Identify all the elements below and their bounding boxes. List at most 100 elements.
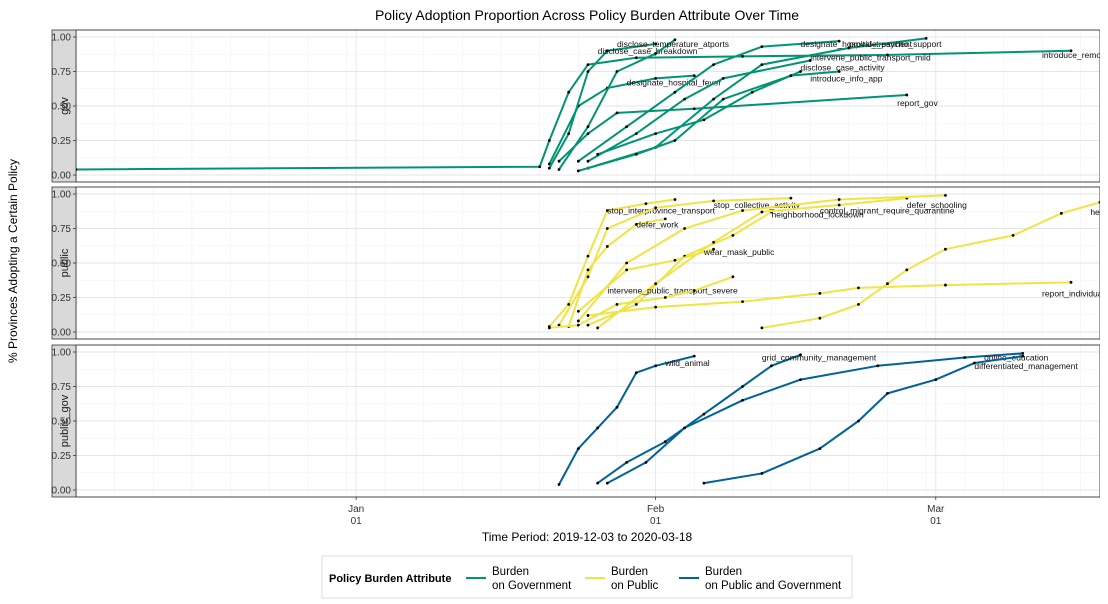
series-introduce_info_app: introduce_info_app [576,70,883,173]
data-point [605,209,609,212]
data-point [567,132,571,136]
data-point [586,254,590,258]
data-point [799,353,802,357]
data-point [944,193,947,197]
data-point [944,247,947,251]
x-tick-label: Mar [927,504,945,515]
panel-border [76,186,1100,340]
y-tick-label: 0.50 [52,102,72,113]
data-point [721,77,725,80]
data-point [615,70,619,73]
data-point [625,125,629,129]
series-line [577,40,840,163]
series-annotation: defer_work [636,219,679,229]
data-point [654,282,658,286]
panel-border [76,344,1100,498]
data-point [654,364,658,368]
series-annotation: wild_animal [664,358,710,368]
data-point [712,240,715,244]
data-point [1011,234,1015,237]
series-annotation: provide_psycho_support [849,39,942,49]
data-point [721,97,725,101]
series-annotation: stop_interprovince_transport [607,206,715,216]
data-point [770,364,773,368]
data-point [808,59,812,62]
series-disclose_case_breakdown: disclose_case_breakdown [547,42,698,170]
data-point [644,461,648,464]
series-stop_interprovince_transport: stop_interprovince_transport [547,198,716,328]
data-point [692,354,696,358]
data-point [567,303,571,306]
data-point [818,316,822,320]
series-annotation: intervene_public_transport_severe [607,286,738,296]
series-differentiated_management: differentiated_management [702,354,1078,485]
data-point [644,202,648,206]
data-point [596,326,600,330]
series-wild_animal: wild_animal [557,354,710,486]
data-point [557,159,561,163]
series-control_migrant_require_quarantine: control_migrant_require_quarantine [596,196,955,330]
data-point [586,63,590,66]
data-point [837,198,841,201]
y-tick-label: 0.25 [52,451,72,462]
data-point [634,152,638,156]
y-tick-label: 0.75 [52,67,72,78]
series-line [597,197,907,329]
data-point [625,268,629,272]
data-point [673,139,677,142]
data-point [760,210,764,214]
y-tick-label: 0.50 [52,259,72,270]
data-point [634,56,638,60]
data-point [586,132,590,136]
data-point [857,303,860,306]
strip-label: public [59,248,71,277]
data-point [712,247,715,251]
data-point [586,314,590,317]
data-point [692,107,696,111]
data-point [538,165,542,169]
data-point [905,268,909,272]
chart-title: Policy Adoption Proportion Across Policy… [375,7,799,23]
data-point [731,275,735,279]
x-tick-label-day: 01 [650,516,662,527]
data-point [605,245,609,248]
strip-bg [51,29,77,183]
y-tick-label: 0.25 [52,136,72,147]
legend-title: Policy Burden Attribute [329,573,451,585]
data-point [741,398,744,402]
data-point [857,286,860,290]
data-point [634,132,638,136]
data-point [654,42,658,46]
series-designate_hospital_treatment: designate_hospital_treatment [576,39,913,163]
y-tick-label: 0.00 [52,171,72,182]
data-point [760,472,764,475]
series-annotation: designate_hospital_treatment [801,39,913,49]
data-point [1059,211,1063,215]
data-point [837,203,841,207]
data-point [683,227,687,230]
data-point [876,364,880,368]
data-point [576,169,580,173]
data-point [702,412,706,416]
data-point [663,217,667,221]
y-tick-label: 1.00 [52,190,72,201]
data-point [596,152,600,156]
y-tick-label: 0.00 [52,328,72,339]
data-point [576,159,580,163]
series-annotation: intervene_public_transport_mild [810,53,931,63]
data-point [944,283,947,287]
legend-label: Burden [492,566,529,578]
y-tick-label: 1.00 [52,348,72,359]
data-point [625,261,629,265]
data-point [1021,351,1025,355]
series-annotation: defer_schooling [907,200,967,210]
data-point [576,319,580,323]
data-point [847,46,851,50]
series-intervene_public_transport_mild: intervene_public_transport_mild [586,53,931,163]
series-disclose_temperature_atports: disclose_temperature_atports [557,38,729,171]
data-point [760,63,764,66]
y-axis-label: % Provinces Adopting a Certain Policy [6,159,20,363]
series-introduce_remote_medical_con: introduce_remote_medical_con [76,49,1100,171]
facet-panels: gov0.000.250.500.751.00introduce_remote_… [76,29,1100,498]
